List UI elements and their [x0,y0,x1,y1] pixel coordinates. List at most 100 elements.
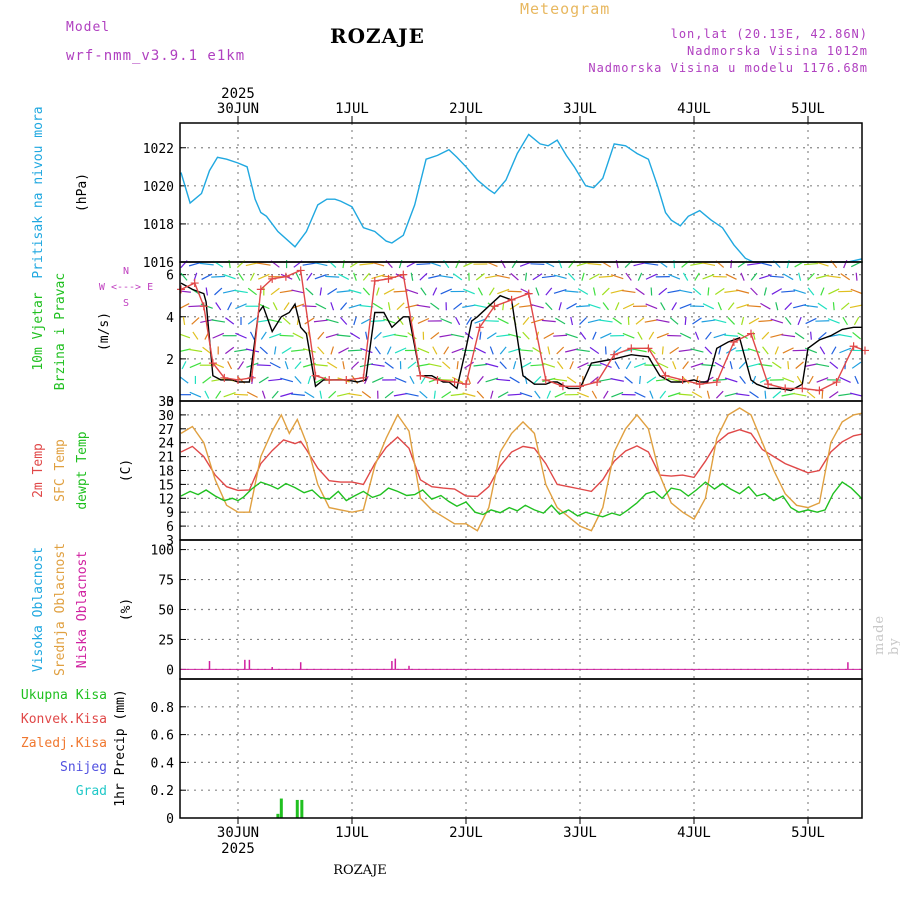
cloud-ytick-label: 0 [166,663,174,678]
wind-barb [314,262,328,267]
pressure-ylabel: Pritisak na nivou mora [31,106,46,278]
wind-barb [796,375,803,385]
wind-barb [588,303,601,309]
model-altitude: Nadmorska Visina u modelu 1176.68m [588,61,868,75]
wind-ytick-label: 6 [166,269,174,284]
wind-barb [717,302,722,311]
wind-barb [558,302,562,311]
wind-barb [713,318,727,324]
wind-barb [656,319,670,323]
wind-barb [725,347,737,354]
wind-barb [553,289,567,294]
wind-barb [507,393,522,396]
wind-barb [828,288,840,295]
wind-gust-marker [729,338,738,347]
precip-legend-entry: Konvek.Kisa [21,712,107,727]
wind-barb [211,319,226,323]
wind-gust-marker [475,323,484,332]
precip-legend-entry: Snijeg [60,760,107,775]
precip-bar [300,799,304,818]
wind-gust-marker [325,375,334,384]
wind-barb [827,318,840,324]
footer-station: ROZAJE [333,863,387,878]
day-label-top: 4JUL [677,101,711,117]
wind-barb [237,272,245,281]
precip-bar [276,813,280,818]
wind-barb [724,377,738,383]
wind-barb [646,376,657,384]
wind-barb [234,289,248,294]
wind-barb [359,262,374,266]
pressure-panel-frame [179,122,863,263]
wind-ytick-label: 2 [166,353,174,368]
wind-barb [600,332,612,339]
wind-barb [764,390,767,399]
wind-barb [644,319,659,323]
wind-barb [564,290,579,293]
wind-series-line [180,282,862,392]
temperature-ytick-label: 30 [158,409,174,424]
temperature-ytick-label: 15 [158,478,174,493]
wind-gust-marker [849,342,858,351]
wind-barb [838,333,852,338]
wind-barb [439,275,454,279]
wind-barb [829,361,839,369]
wind-barb [260,331,267,340]
wind-barb [759,376,772,384]
temperature-ytick-label: 27 [158,423,174,438]
wind-gust-marker [281,272,290,281]
day-label-top: 2JUL [449,101,483,117]
wind-barb [441,391,452,399]
wind-barb [760,302,771,310]
wind-barb [223,274,236,280]
wind-barb [362,287,371,296]
wind-barb [371,261,385,267]
wind-barb [678,393,693,396]
wind-barb [758,363,773,367]
wind-barb [546,390,552,399]
wind-barb [396,302,405,311]
wind-barb [473,363,488,367]
wind-barb [817,302,828,310]
wind-barb [490,390,494,399]
wind-barb [763,287,767,296]
day-label-bottom: 4JUL [677,825,711,841]
wind-barb [816,261,829,267]
wind-barb [770,333,784,338]
wind-barb [694,272,700,281]
wind-barb [294,361,302,370]
wind-barb [667,392,681,398]
wind-barb [625,361,632,370]
wind-barb [223,391,236,398]
compass-west-east: W <---> E [99,282,153,293]
wind-barb [476,375,484,384]
temperature-ytick-label: 21 [158,451,174,466]
wind-gust-marker [610,350,619,359]
wind-barb [648,331,655,340]
wind-barb [771,288,783,295]
wind-barb [672,361,677,370]
wind-barb [807,272,815,281]
wind-barb [522,331,530,340]
wind-barb [382,333,396,338]
wind-barb [496,378,511,382]
wind-barb [225,317,235,325]
wind-gust-marker [815,386,824,395]
cloud-bar [391,661,393,670]
wind-barb [304,391,315,399]
wind-barb [416,304,431,308]
wind-barb [737,332,748,340]
wind-barb [590,376,599,384]
wind-gust-marker [462,380,470,389]
wind-ylabel: (m/s) [97,312,112,351]
wind-barb [579,317,587,325]
wind-barb [428,274,442,279]
wind-barb [553,274,567,280]
wind-barb [417,347,430,354]
wind-barb [237,361,245,370]
wind-barb [637,331,643,340]
wind-barb [245,348,260,353]
wind-barb [246,391,258,398]
wind-barb [497,288,510,295]
wind-barb [820,287,825,296]
